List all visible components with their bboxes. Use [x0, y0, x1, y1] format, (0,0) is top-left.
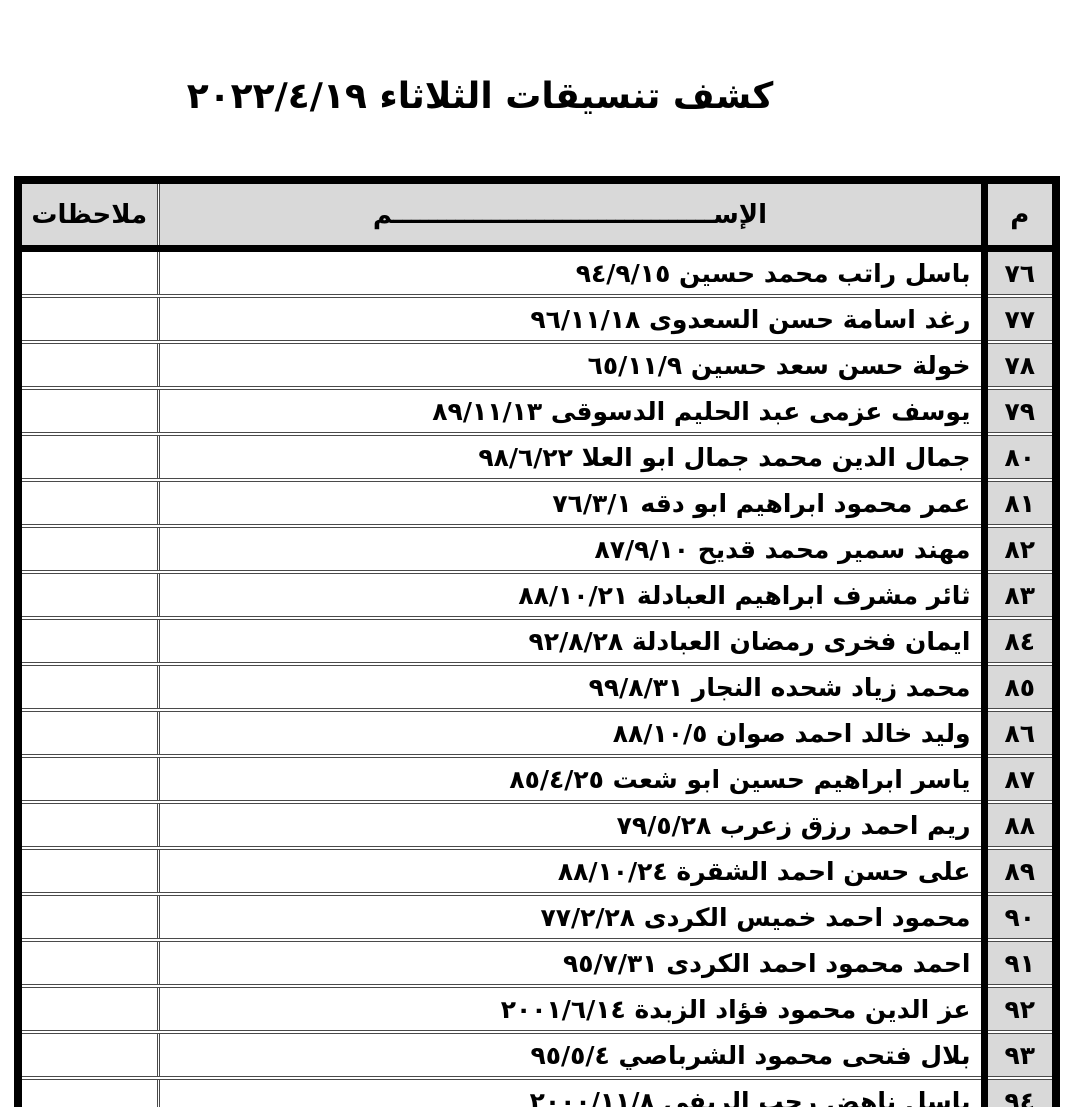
row-serial-number: ٨٢ [980, 526, 1056, 574]
row-notes [18, 710, 158, 758]
row-serial-number: ٧٩ [980, 388, 1056, 436]
row-serial-number: ٧٨ [980, 342, 1056, 390]
row-person-name: احمد محمود احمد الكردى ٩٥/٧/٣١ [156, 940, 984, 988]
row-notes [18, 802, 158, 850]
row-notes [18, 526, 158, 574]
table-row: ٨٣ ثائر مشرف ابراهيم العبادلة ٨٨/١٠/٢١ [18, 572, 1056, 620]
table-row: ٧٩ يوسف عزمى عبد الحليم الدسوقى ٨٩/١١/١٣ [18, 388, 1056, 436]
row-person-name: عز الدين محمود فؤاد الزبدة ٢٠٠١/٦/١٤ [156, 986, 984, 1034]
row-notes [18, 434, 158, 482]
table-row: ٨٢ مهند سمير محمد قديح ٨٧/٩/١٠ [18, 526, 1056, 574]
row-person-name: ايمان فخرى رمضان العبادلة ٩٢/٨/٢٨ [156, 618, 984, 666]
row-notes [18, 618, 158, 666]
row-serial-number: ٨٧ [980, 756, 1056, 804]
row-notes [18, 756, 158, 804]
table-row: ٨٨ ريم احمد رزق زعرب ٧٩/٥/٢٨ [18, 802, 1056, 850]
row-person-name: محمود احمد خميس الكردى ٧٧/٢/٢٨ [156, 894, 984, 942]
row-notes [18, 1032, 158, 1080]
table-row: ٨٠ جمال الدين محمد جمال ابو العلا ٩٨/٦/٢… [18, 434, 1056, 482]
row-serial-number: ٩٢ [980, 986, 1056, 1034]
row-notes [18, 248, 158, 298]
row-person-name: بلال فتحى محمود الشرباصي ٩٥/٥/٤ [156, 1032, 984, 1080]
row-serial-number: ٩٣ [980, 1032, 1056, 1080]
row-notes [18, 480, 158, 528]
row-serial-number: ٩١ [980, 940, 1056, 988]
row-person-name: باسل ناهض رجب الريفي ٢٠٠٠/١١/٨ [156, 1078, 984, 1107]
row-person-name: رغد اسامة حسن السعدوى ٩٦/١١/١٨ [156, 296, 984, 344]
row-notes [18, 848, 158, 896]
table-row: ٨٧ ياسر ابراهيم حسين ابو شعت ٨٥/٤/٢٥ [18, 756, 1056, 804]
row-notes [18, 894, 158, 942]
table-row: ٧٧ رغد اسامة حسن السعدوى ٩٦/١١/١٨ [18, 296, 1056, 344]
row-serial-number: ٨٥ [980, 664, 1056, 712]
row-notes [18, 1078, 158, 1107]
row-serial-number: ٨٣ [980, 572, 1056, 620]
row-notes [18, 940, 158, 988]
table-row: ٨٦ وليد خالد احمد صوان ٨٨/١٠/٥ [18, 710, 1056, 758]
row-serial-number: ٧٧ [980, 296, 1056, 344]
table-row: ٧٨ خولة حسن سعد حسين ٦٥/١١/٩ [18, 342, 1056, 390]
table-row: ٩١ احمد محمود احمد الكردى ٩٥/٧/٣١ [18, 940, 1056, 988]
row-notes [18, 388, 158, 436]
table-row: ٨٤ ايمان فخرى رمضان العبادلة ٩٢/٨/٢٨ [18, 618, 1056, 666]
row-person-name: خولة حسن سعد حسين ٦٥/١١/٩ [156, 342, 984, 390]
row-person-name: جمال الدين محمد جمال ابو العلا ٩٨/٦/٢٢ [156, 434, 984, 482]
column-header-name: الإســــــــــــــــــــــــــــــــــــ… [156, 180, 984, 252]
row-notes [18, 664, 158, 712]
row-person-name: مهند سمير محمد قديح ٨٧/٩/١٠ [156, 526, 984, 574]
row-notes [18, 986, 158, 1034]
row-person-name: ياسر ابراهيم حسين ابو شعت ٨٥/٤/٢٥ [156, 756, 984, 804]
row-serial-number: ٩٠ [980, 894, 1056, 942]
row-person-name: محمد زياد شحده النجار ٩٩/٨/٣١ [156, 664, 984, 712]
table-row: ٨٥ محمد زياد شحده النجار ٩٩/٨/٣١ [18, 664, 1056, 712]
row-serial-number: ٨١ [980, 480, 1056, 528]
table-row: ٨٩ على حسن احمد الشقرة ٨٨/١٠/٢٤ [18, 848, 1056, 896]
row-notes [18, 296, 158, 344]
row-serial-number: ٨٨ [980, 802, 1056, 850]
row-serial-number: ٨٠ [980, 434, 1056, 482]
row-person-name: وليد خالد احمد صوان ٨٨/١٠/٥ [156, 710, 984, 758]
row-person-name: عمر محمود ابراهيم ابو دقه ٧٦/٣/١ [156, 480, 984, 528]
row-notes [18, 572, 158, 620]
row-person-name: ريم احمد رزق زعرب ٧٩/٥/٢٨ [156, 802, 984, 850]
row-person-name: على حسن احمد الشقرة ٨٨/١٠/٢٤ [156, 848, 984, 896]
row-serial-number: ٨٤ [980, 618, 1056, 666]
table-row: ٩٣ بلال فتحى محمود الشرباصي ٩٥/٥/٤ [18, 1032, 1056, 1080]
row-serial-number: ٩٤ [980, 1078, 1056, 1107]
table-row: ٩٤ باسل ناهض رجب الريفي ٢٠٠٠/١١/٨ [18, 1078, 1056, 1107]
row-notes [18, 342, 158, 390]
row-serial-number: ٨٩ [980, 848, 1056, 896]
table-row: ٧٦ باسل راتب محمد حسين ٩٤/٩/١٥ [18, 248, 1056, 298]
page-title: كشف تنسيقات الثلاثاء ٢٠٢٢/٤/١٩ [186, 76, 774, 117]
coordination-list-table: م الإســــــــــــــــــــــــــــــــــ… [14, 176, 1060, 1107]
row-serial-number: ٧٦ [980, 248, 1056, 298]
row-person-name: يوسف عزمى عبد الحليم الدسوقى ٨٩/١١/١٣ [156, 388, 984, 436]
table-row: ٩٢ عز الدين محمود فؤاد الزبدة ٢٠٠١/٦/١٤ [18, 986, 1056, 1034]
row-person-name: ثائر مشرف ابراهيم العبادلة ٨٨/١٠/٢١ [156, 572, 984, 620]
table-row: ٩٠ محمود احمد خميس الكردى ٧٧/٢/٢٨ [18, 894, 1056, 942]
column-header-notes: ملاحظات [18, 180, 158, 252]
table-row: ٨١ عمر محمود ابراهيم ابو دقه ٧٦/٣/١ [18, 480, 1056, 528]
row-serial-number: ٨٦ [980, 710, 1056, 758]
column-header-serial: م [980, 180, 1056, 252]
table-header-row: م الإســــــــــــــــــــــــــــــــــ… [18, 180, 1056, 252]
row-person-name: باسل راتب محمد حسين ٩٤/٩/١٥ [156, 248, 984, 298]
